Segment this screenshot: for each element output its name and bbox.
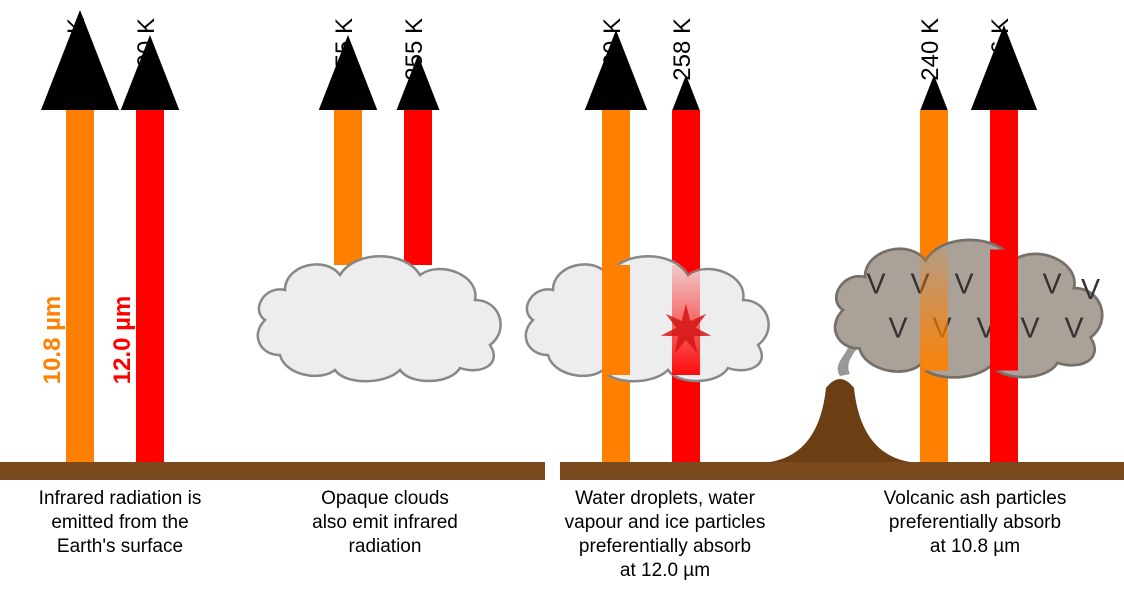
p4-caption-line-1: preferentially absorb [889, 512, 1061, 533]
p1-temp-1: 290 K [133, 18, 160, 81]
ash-cloud: VVVVVVVVVVV [835, 240, 1102, 378]
p4-caption-line-2: at 10.8 µm [930, 536, 1020, 557]
ground-left [0, 462, 545, 480]
p2-caption-line-1: also emit infrared [312, 512, 458, 533]
wavelength-label-0: 10.8 µm [39, 296, 66, 385]
p1-caption-line-2: Earth's surface [57, 536, 183, 557]
p1-arrow-left-shaft [66, 110, 94, 462]
p3-caption-line-0: Water droplets, water [575, 488, 756, 509]
p1-temp-0: 290 K [63, 18, 90, 81]
p4-caption-line-0: Volcanic ash particles [884, 488, 1067, 509]
p3-caption-line-2: preferentially absorb [579, 536, 751, 557]
p3-caption-line-3: at 12.0 µm [620, 560, 710, 581]
p1-arrow-right-shaft [136, 110, 164, 462]
svg-text:V: V [1042, 269, 1061, 301]
svg-text:V: V [1020, 313, 1039, 345]
svg-text:V: V [888, 313, 907, 345]
p3-caption-line-1: vapour and ice particles [565, 512, 766, 533]
p2-caption-line-0: Opaque clouds [321, 488, 449, 509]
volcano-cone [770, 379, 910, 462]
p2-arrow-right-shaft [404, 110, 432, 265]
p2-temp-0: 255 K [331, 18, 358, 81]
p3-temp-0: 260 K [599, 18, 626, 81]
p4-temp-0: 240 K [917, 18, 944, 81]
p1-caption-line-0: Infrared radiation is [39, 488, 202, 509]
svg-text:V: V [954, 269, 973, 301]
p4-absorbed [920, 250, 948, 371]
p3-temp-1: 258 K [669, 18, 696, 81]
p2-temp-1: 255 K [401, 18, 428, 81]
cloud [258, 256, 501, 381]
svg-text:V: V [1064, 313, 1083, 345]
diagram-root: 290 K 290 K 10.8 µm 12.0 µm Infrared radiati… [0, 0, 1124, 604]
p3-passthru [602, 265, 630, 375]
p1-caption-line-1: emitted from the [51, 512, 188, 533]
p2-caption-line-2: radiation [349, 536, 422, 557]
cloud [526, 256, 769, 381]
svg-text:V: V [866, 269, 885, 301]
svg-text:V: V [1081, 274, 1100, 306]
p4-passthru [990, 250, 1018, 371]
wavelength-label-1: 12.0 µm [109, 296, 136, 385]
ground-right [560, 462, 1124, 480]
p2-arrow-left-shaft [334, 110, 362, 265]
p4-temp-1: 246 K [987, 18, 1014, 81]
